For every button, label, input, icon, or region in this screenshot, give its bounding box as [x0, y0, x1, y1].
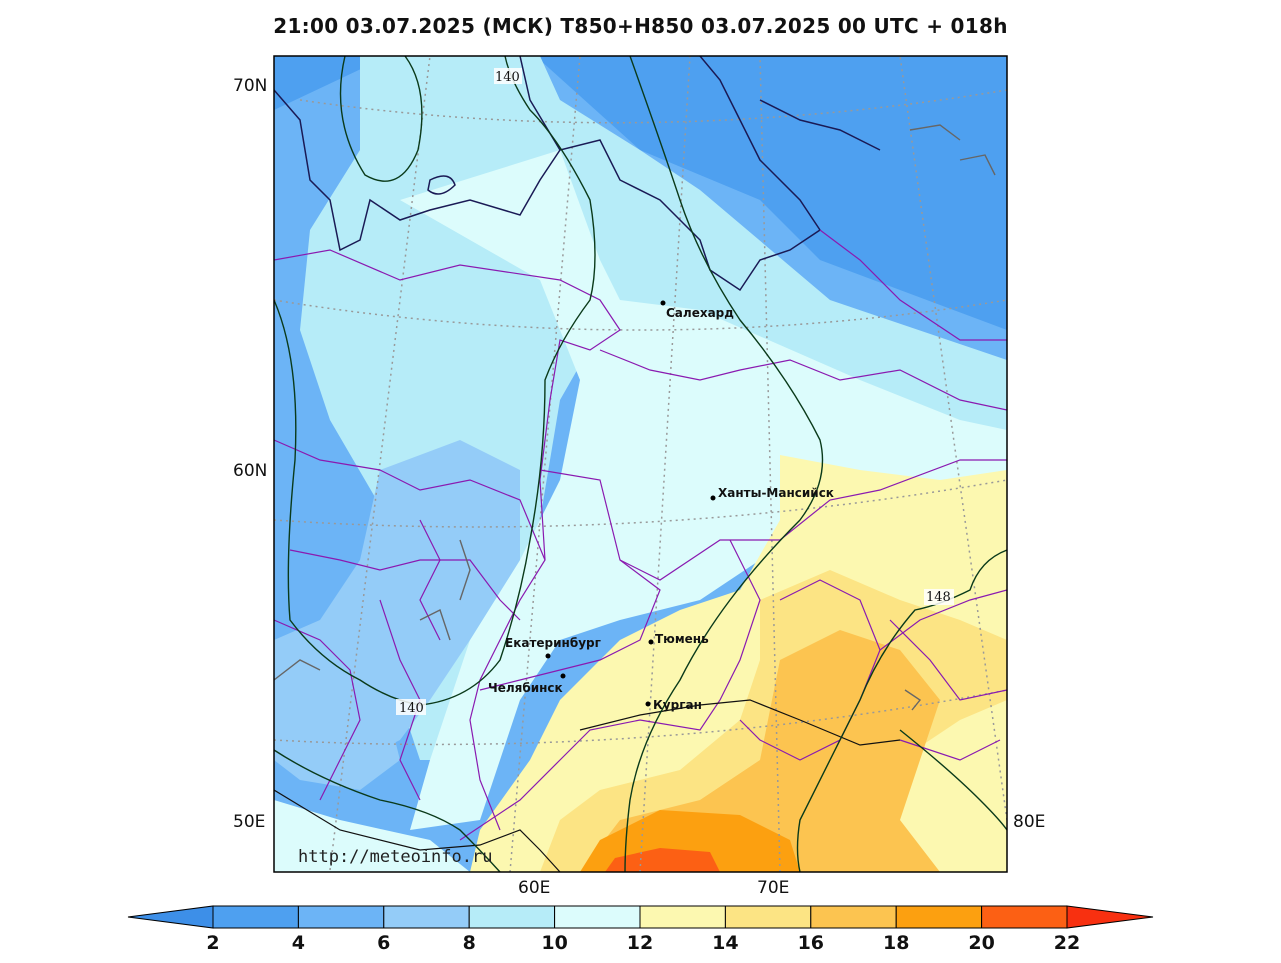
colorbar-tick-label: 14	[712, 932, 738, 954]
colorbar-tick-label: 4	[292, 932, 305, 954]
colorbar-arrow-left	[127, 905, 214, 929]
contour-label-2: 140	[399, 701, 424, 716]
graticule	[274, 56, 1007, 872]
city-marker	[710, 495, 716, 501]
height-contours	[274, 56, 1007, 872]
colorbar-segment	[212, 905, 299, 929]
colorbar-arrow-right	[1066, 905, 1154, 929]
colorbar-tick-label: 10	[541, 932, 567, 954]
colorbar-tick-label: 18	[883, 932, 909, 954]
city-label-yekaterinburg: Екатеринбург	[505, 636, 601, 650]
city-label-tyumen: Тюмень	[655, 632, 709, 646]
colorbar-segment	[297, 905, 385, 929]
city-label-kurgan: Курган	[653, 698, 702, 712]
colorbar-tick-label: 16	[798, 932, 824, 954]
lon-label-80e: 80E	[1013, 812, 1045, 832]
colorbar-segment	[810, 905, 897, 929]
contour-labels: 140 140 148	[396, 68, 954, 716]
city-marker	[645, 701, 651, 707]
contour-label-1: 140	[495, 70, 520, 85]
city-label-chelyabinsk: Челябинск	[488, 681, 563, 695]
colorbar-segment	[383, 905, 470, 929]
temperature-field	[274, 56, 1007, 872]
colorbar-tick-label: 22	[1054, 932, 1080, 954]
lat-label-50e: 50E	[233, 812, 265, 832]
city-label-salekhard: Салехард	[666, 306, 734, 320]
watermark: http://meteoinfo.ru	[298, 847, 492, 867]
borders	[274, 56, 1007, 872]
map-frame	[273, 55, 1008, 873]
colorbar-segment	[895, 905, 983, 929]
cities: Салехард Ханты-Мансийск Екатеринбург Тюм…	[488, 300, 834, 712]
lon-label-70e: 70E	[757, 878, 789, 898]
colorbar-segment	[981, 905, 1068, 929]
colorbar-tick-label: 8	[463, 932, 476, 954]
lat-label-70n: 70N	[233, 76, 267, 96]
colorbar-tick-label: 2	[206, 932, 219, 954]
city-marker	[660, 300, 666, 306]
map-title: 21:00 03.07.2025 (МСК) T850+H850 03.07.2…	[273, 14, 1008, 38]
city-marker	[648, 639, 654, 645]
contour-label-3: 148	[926, 590, 951, 605]
lat-label-60n: 60N	[233, 461, 267, 481]
city-label-khanty-mansiysk: Ханты-Мансийск	[718, 486, 834, 500]
colorbar: 2 4 6 8 10 12 14 16 18 20 22	[127, 905, 1154, 954]
colorbar-segment	[639, 905, 726, 929]
colorbar-segment	[554, 905, 641, 929]
colorbar-segment	[724, 905, 812, 929]
colorbar-tick-label: 12	[627, 932, 653, 954]
colorbar-tick-label: 20	[968, 932, 994, 954]
colorbar-segment	[468, 905, 556, 929]
lon-label-60e: 60E	[518, 878, 550, 898]
colorbar-tick-label: 6	[377, 932, 390, 954]
city-marker	[545, 653, 551, 659]
city-marker	[560, 673, 566, 679]
